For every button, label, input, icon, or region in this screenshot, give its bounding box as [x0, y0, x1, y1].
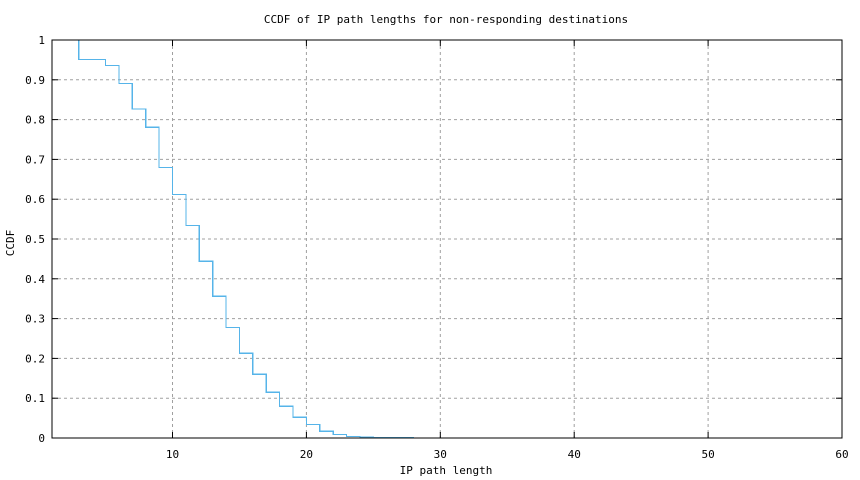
y-tick-label: 0.7 [25, 153, 45, 166]
x-tick-label: 10 [166, 448, 179, 461]
grid-lines [52, 40, 842, 438]
y-tick-label: 0.4 [25, 273, 45, 286]
y-tick-label: 1 [38, 34, 45, 47]
y-tick-label: 0.2 [25, 352, 45, 365]
y-tick-label: 0.6 [25, 193, 45, 206]
x-tick-label: 60 [835, 448, 848, 461]
y-tick-label: 0 [38, 432, 45, 445]
axis-ticks: 0 0.1 0.2 0.3 0.4 0.5 0.6 0.7 0.8 0.9 1 10 20 30 40 50 6… [25, 34, 849, 461]
ccdf-step-line [78, 40, 415, 439]
y-axis-label: CCDF [4, 230, 17, 257]
x-axis-label: IP path length [400, 464, 493, 477]
chart-title: CCDF of IP path lengths for non-respondi… [264, 13, 628, 26]
y-tick-label: 0.8 [25, 114, 45, 127]
y-tick-label: 0.9 [25, 74, 45, 87]
ccdf-series-path [78, 40, 415, 439]
y-tick-label: 0.5 [25, 233, 45, 246]
plot-frame [51, 39, 843, 439]
y-tick-label: 0.3 [25, 313, 45, 326]
x-tick-label: 20 [300, 448, 313, 461]
x-tick-label: 30 [434, 448, 447, 461]
x-tick-label: 40 [568, 448, 581, 461]
y-tick-label: 0.1 [25, 392, 45, 405]
x-tick-label: 50 [701, 448, 714, 461]
